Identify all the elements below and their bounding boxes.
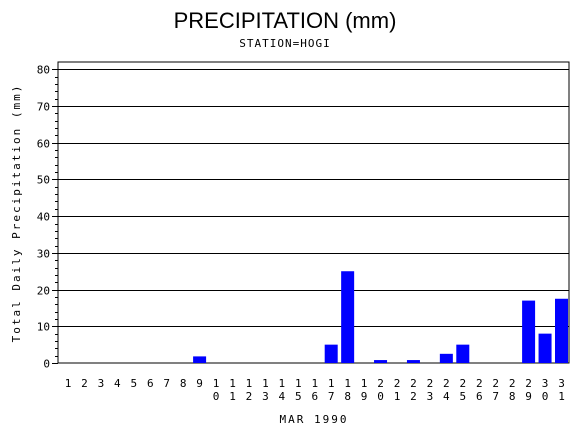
gridlines	[58, 69, 569, 327]
y-tick-label: 10	[37, 321, 50, 334]
x-axis: 1 2 3 4 5 6 7 8 9 1011121314151617181920212223242…	[65, 377, 565, 403]
x-tick-label: 7	[328, 390, 335, 403]
y-tick-label: 50	[37, 174, 50, 187]
x-tick-label: 3	[542, 377, 549, 390]
bar	[522, 300, 536, 363]
x-tick-label: 7	[492, 390, 499, 403]
x-tick-label: 9	[525, 390, 532, 403]
x-tick-label: 4	[279, 390, 286, 403]
y-axis-label: Total Daily Precipitation (mm)	[10, 84, 23, 343]
bar	[439, 353, 453, 363]
x-tick-label: 3	[98, 377, 105, 390]
x-tick-label: 2	[394, 377, 401, 390]
x-tick-label: 0	[542, 390, 549, 403]
x-tick-label: 2	[525, 377, 532, 390]
x-tick-label: 0	[213, 390, 220, 403]
x-tick-label: 2	[476, 377, 483, 390]
y-tick-label: 60	[37, 138, 50, 151]
x-tick-label: 1	[65, 377, 72, 390]
bar	[406, 360, 420, 363]
x-tick-label: 1	[344, 377, 351, 390]
x-tick-label: 1	[262, 377, 269, 390]
x-tick-label: 1	[213, 377, 220, 390]
x-tick-label: 4	[114, 377, 121, 390]
x-tick-label: 8	[344, 390, 351, 403]
x-tick-label: 5	[295, 390, 302, 403]
x-tick-label: 7	[163, 377, 170, 390]
x-tick-label: 5	[459, 390, 466, 403]
y-tick-label: 20	[37, 285, 50, 298]
y-tick-label: 70	[37, 101, 50, 114]
chart-title: PRECIPITATION (mm)	[174, 8, 397, 33]
x-tick-label: 8	[509, 390, 516, 403]
bar	[341, 271, 355, 363]
y-axis: 0 10 20 30 40 50 60 70 80	[37, 64, 58, 371]
y-tick-label: 80	[37, 64, 50, 77]
x-tick-label: 1	[328, 377, 335, 390]
x-tick-label: 1	[394, 390, 401, 403]
x-tick-label: 1	[361, 377, 368, 390]
y-tick-label: 40	[37, 211, 50, 224]
x-tick-label: 3	[427, 390, 434, 403]
x-tick-label: 5	[130, 377, 137, 390]
x-tick-label: 1	[279, 377, 286, 390]
x-tick-label: 1	[229, 377, 236, 390]
bars	[193, 271, 568, 363]
bar	[374, 360, 388, 363]
x-tick-label: 2	[410, 390, 417, 403]
bar	[324, 344, 338, 363]
x-tick-label: 4	[443, 390, 450, 403]
x-tick-label: 2	[427, 377, 434, 390]
x-tick-label: 2	[443, 377, 450, 390]
x-tick-label: 2	[81, 377, 88, 390]
x-tick-label: 9	[196, 377, 203, 390]
x-tick-label: 6	[311, 390, 318, 403]
bar	[456, 344, 470, 363]
plot-area	[57, 61, 570, 364]
x-tick-label: 2	[459, 377, 466, 390]
x-tick-label: 6	[476, 390, 483, 403]
y-tick-label: 0	[43, 358, 50, 371]
x-tick-label: 2	[509, 377, 516, 390]
x-tick-label: 6	[147, 377, 154, 390]
x-tick-label: 2	[246, 390, 253, 403]
x-tick-label: 2	[377, 377, 384, 390]
x-axis-label: MAR 1990	[280, 413, 349, 426]
x-tick-label: 9	[361, 390, 368, 403]
x-tick-label: 8	[180, 377, 187, 390]
x-tick-label: 3	[558, 377, 565, 390]
bar	[538, 333, 552, 363]
bar	[555, 298, 568, 363]
x-tick-label: 1	[246, 377, 253, 390]
bar	[193, 356, 207, 363]
x-tick-label: 2	[410, 377, 417, 390]
x-tick-label: 0	[377, 390, 384, 403]
chart-subtitle: STATION=HOGI	[239, 37, 330, 50]
x-tick-label: 2	[492, 377, 499, 390]
y-tick-label: 30	[37, 248, 50, 261]
x-tick-label: 1	[311, 377, 318, 390]
x-tick-label: 3	[262, 390, 269, 403]
x-tick-label: 1	[229, 390, 236, 403]
x-tick-label: 1	[295, 377, 302, 390]
x-tick-label: 1	[558, 390, 565, 403]
